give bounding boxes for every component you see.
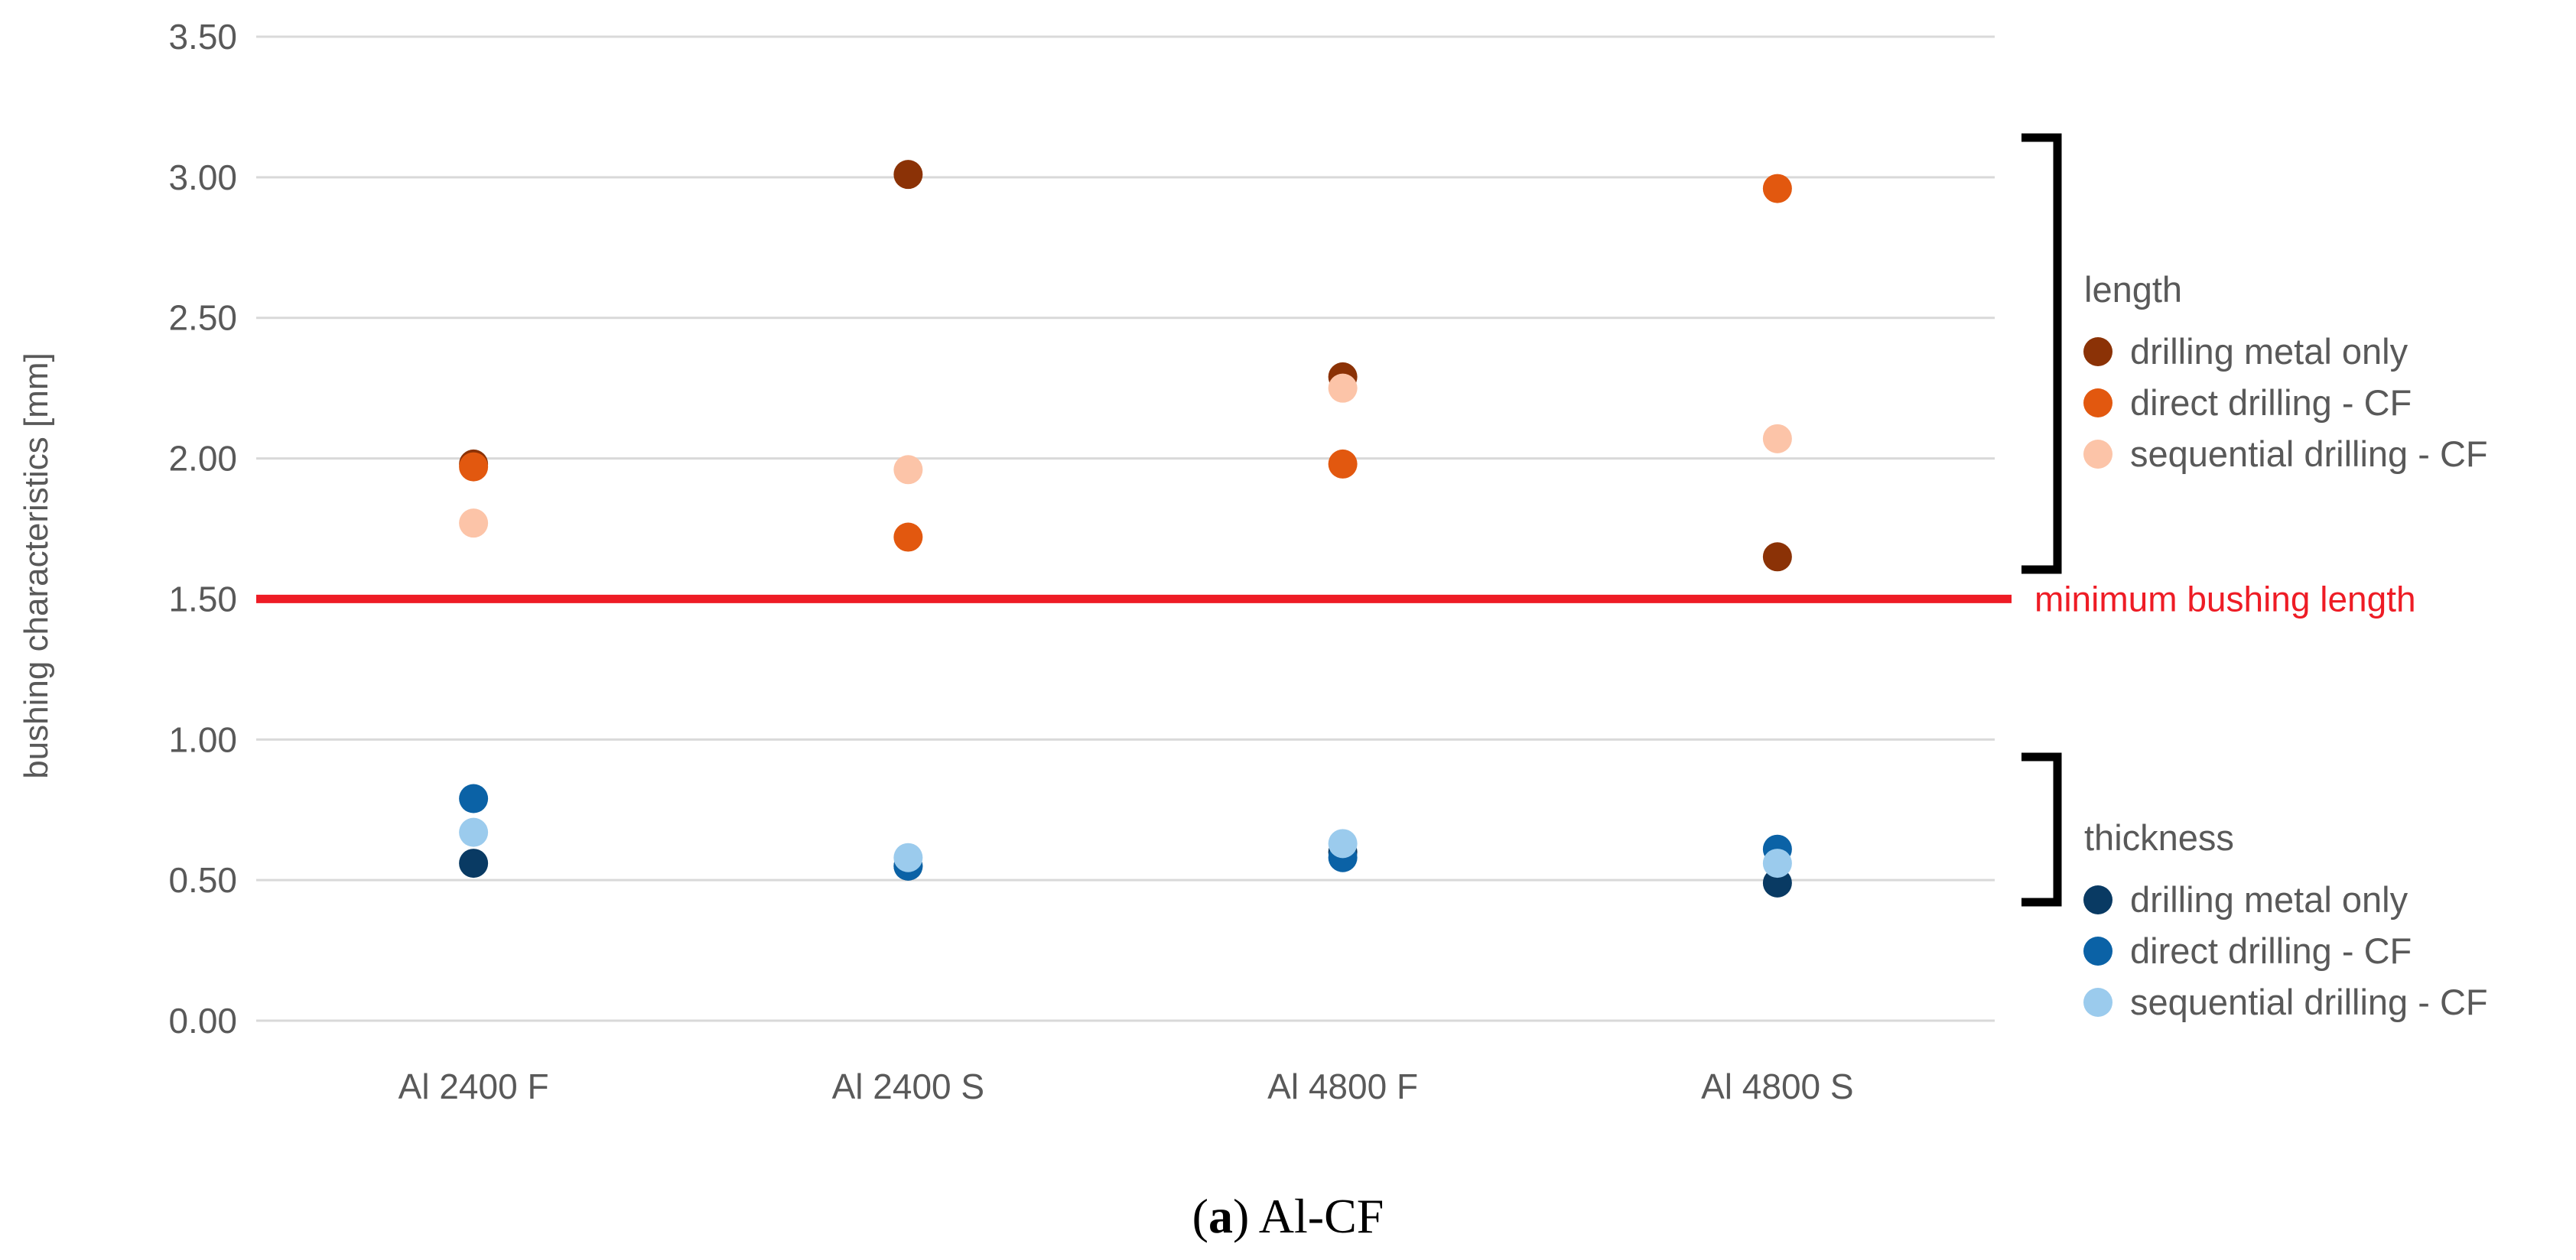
- legend-entry: sequential drilling - CF: [2130, 982, 2488, 1022]
- x-tick-label: Al 4800 F: [1267, 1067, 1418, 1106]
- x-tick-label: Al 2400 S: [832, 1067, 984, 1106]
- data-point: [893, 455, 923, 485]
- y-tick-label: 1.50: [168, 579, 237, 619]
- data-point: [1762, 849, 1792, 878]
- legend-marker: [2083, 885, 2113, 914]
- legend: length drilling metal only direct drilling…: [2021, 133, 2488, 1022]
- y-tick-labels: 0.00 0.50 1.00 1.50 2.00 2.50 3.00 3.50: [168, 17, 237, 1041]
- data-point: [893, 160, 923, 190]
- legend-entry: sequential drilling - CF: [2130, 434, 2488, 474]
- data-point: [459, 849, 489, 878]
- data-point: [1328, 829, 1358, 859]
- y-tick-label: 2.00: [168, 439, 237, 479]
- legend-marker: [2083, 937, 2113, 966]
- x-tick-labels: Al 2400 F Al 2400 S Al 4800 F Al 4800 S: [398, 1067, 1854, 1106]
- y-tick-label: 0.50: [168, 860, 237, 900]
- legend-marker: [2083, 440, 2113, 469]
- gridlines: [256, 35, 1995, 1022]
- figure-caption: (a) Al-CF: [1192, 1189, 1384, 1243]
- data-point: [459, 452, 489, 482]
- legend-marker: [2083, 388, 2113, 417]
- legend-entry: drilling metal only: [2130, 331, 2408, 372]
- legend-group-title: thickness: [2084, 817, 2234, 858]
- data-point: [459, 508, 489, 538]
- data-point: [1762, 424, 1792, 453]
- y-tick-label: 0.00: [168, 1001, 237, 1041]
- legend-marker: [2083, 988, 2113, 1017]
- data-point: [1762, 542, 1792, 572]
- data-point: [893, 843, 923, 872]
- x-tick-label: Al 4800 S: [1701, 1067, 1853, 1106]
- data-point: [459, 817, 489, 847]
- y-tick-label: 1.00: [168, 719, 237, 759]
- data-points: [459, 160, 1792, 898]
- legend-bracket: [2021, 133, 2062, 574]
- caption-label: a: [1208, 1189, 1233, 1243]
- legend-group-title: length: [2084, 269, 2182, 310]
- legend-entry: direct drilling - CF: [2130, 382, 2412, 423]
- y-tick-label: 3.00: [168, 158, 237, 197]
- data-point: [893, 522, 923, 552]
- x-tick-label: Al 2400 F: [398, 1067, 549, 1106]
- y-tick-label: 3.50: [168, 17, 237, 57]
- legend-entry: direct drilling - CF: [2130, 930, 2412, 971]
- reference-line-group: minimum bushing length: [256, 579, 2416, 619]
- legend-bracket: [2021, 752, 2062, 907]
- reference-line-label: minimum bushing length: [2034, 579, 2416, 619]
- data-point: [1328, 449, 1358, 479]
- data-point: [459, 784, 489, 813]
- legend-entry: drilling metal only: [2130, 879, 2408, 920]
- data-point: [1328, 373, 1358, 403]
- legend-marker: [2083, 337, 2113, 366]
- data-point: [1762, 174, 1792, 203]
- caption-text: Al-CF: [1249, 1189, 1384, 1243]
- y-tick-label: 2.50: [168, 298, 237, 338]
- y-axis-title: bushing characteristics [mm]: [18, 352, 55, 779]
